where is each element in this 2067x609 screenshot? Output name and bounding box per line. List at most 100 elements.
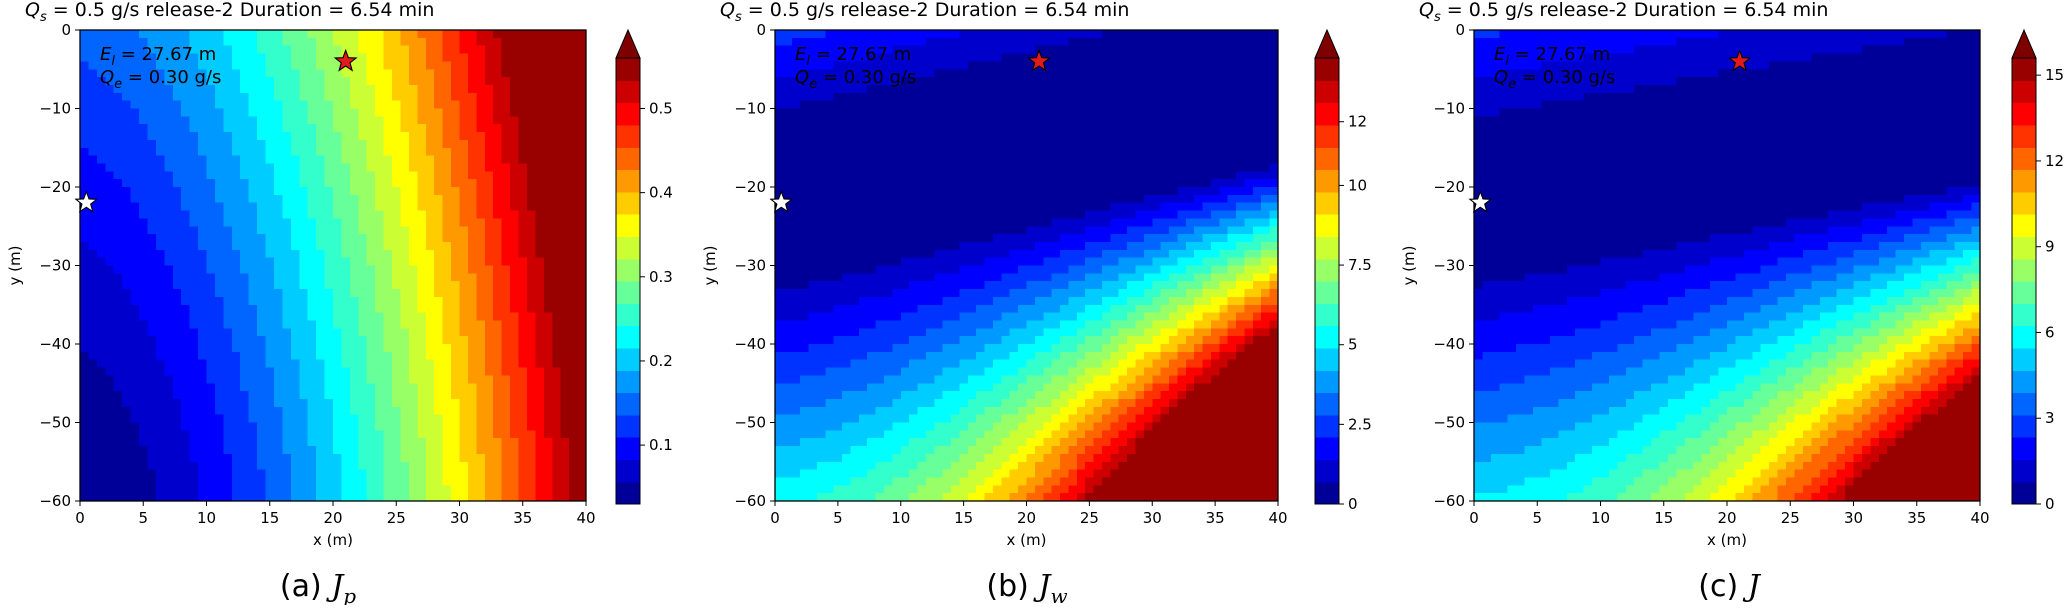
contour-cell: [569, 407, 578, 415]
contour-cell: [552, 148, 561, 156]
contour-cell: [223, 148, 232, 156]
contour-cell: [232, 289, 241, 297]
contour-cell: [274, 344, 283, 352]
contour-cell: [817, 195, 826, 203]
contour-cell: [493, 423, 502, 431]
contour-cell: [181, 297, 190, 305]
contour-cell: [426, 77, 435, 85]
contour-cell: [825, 211, 834, 219]
contour-cell: [859, 438, 868, 446]
contour-cell: [569, 163, 578, 171]
contour-cell: [842, 289, 851, 297]
contour-cell: [485, 85, 494, 93]
contour-cell: [876, 391, 885, 399]
contour-cell: [417, 336, 426, 344]
contour-cell: [502, 140, 511, 148]
contour-cell: [775, 383, 784, 391]
contour-cell: [561, 352, 570, 360]
contour-cell: [417, 124, 426, 132]
contour-cell: [417, 273, 426, 281]
contour-cell: [139, 399, 148, 407]
contour-cell: [817, 109, 826, 117]
contour-cell: [809, 109, 818, 117]
contour-cell: [240, 187, 249, 195]
contour-cell: [502, 415, 511, 423]
contour-cell: [308, 156, 317, 164]
contour-cell: [249, 383, 258, 391]
contour-cell: [316, 407, 325, 415]
contour-cell: [308, 297, 317, 305]
contour-cell: [578, 281, 587, 289]
contour-cell: [569, 289, 578, 297]
contour-cell: [198, 116, 207, 124]
contour-cell: [274, 407, 283, 415]
contour-cell: [502, 187, 511, 195]
contour-cell: [291, 61, 300, 69]
contour-cell: [943, 93, 952, 101]
contour-cell: [164, 109, 173, 117]
contour-cell: [232, 54, 241, 62]
contour-cell: [223, 470, 232, 478]
contour-cell: [569, 61, 578, 69]
contour-cell: [859, 485, 868, 493]
contour-cell: [139, 454, 148, 462]
contour-cell: [392, 399, 401, 407]
contour-cell: [510, 289, 519, 297]
contour-cell: [510, 281, 519, 289]
contour-cell: [502, 132, 511, 140]
contour-cell: [156, 250, 165, 258]
contour-cell: [341, 477, 350, 485]
contour-cell: [249, 250, 258, 258]
contour-cell: [552, 344, 561, 352]
contour-cell: [80, 352, 89, 360]
contour-cell: [249, 462, 258, 470]
contour-cell: [139, 148, 148, 156]
contour-cell: [834, 407, 843, 415]
contour-cell: [308, 399, 317, 407]
contour-cell: [88, 320, 97, 328]
contour-cell: [299, 93, 308, 101]
contour-cell: [476, 360, 485, 368]
contour-cell: [918, 156, 927, 164]
contour-cell: [535, 313, 544, 321]
contour-cell: [934, 156, 943, 164]
contour-cell: [207, 470, 216, 478]
contour-cell: [569, 258, 578, 266]
contour-cell: [316, 187, 325, 195]
contour-cell: [876, 438, 885, 446]
contour-cell: [867, 30, 876, 38]
contour-cell: [434, 140, 443, 148]
contour-cell: [88, 328, 97, 336]
contour-cell: [426, 140, 435, 148]
contour-cell: [316, 116, 325, 124]
contour-cell: [409, 297, 418, 305]
contour-cell: [426, 493, 435, 501]
contour-cell: [409, 258, 418, 266]
contour-cell: [426, 462, 435, 470]
contour-cell: [409, 116, 418, 124]
contour-cell: [783, 462, 792, 470]
contour-cell: [105, 446, 114, 454]
contour-cell: [460, 163, 469, 171]
contour-cell: [350, 297, 359, 305]
contour-cell: [341, 226, 350, 234]
contour-cell: [443, 179, 452, 187]
contour-cell: [122, 493, 131, 501]
contour-cell: [544, 477, 553, 485]
contour-cell: [181, 430, 190, 438]
contour-cell: [809, 462, 818, 470]
contour-cell: [825, 124, 834, 132]
contour-cell: [578, 93, 587, 101]
contour-cell: [544, 336, 553, 344]
contour-cell: [181, 383, 190, 391]
contour-cell: [468, 391, 477, 399]
contour-cell: [325, 156, 334, 164]
contour-cell: [299, 46, 308, 54]
contour-cell: [876, 101, 885, 109]
contour-cell: [434, 344, 443, 352]
contour-cell: [257, 109, 266, 117]
contour-cell: [951, 375, 960, 383]
contour-cell: [282, 375, 291, 383]
contour-cell: [792, 258, 801, 266]
contour-cell: [884, 258, 893, 266]
